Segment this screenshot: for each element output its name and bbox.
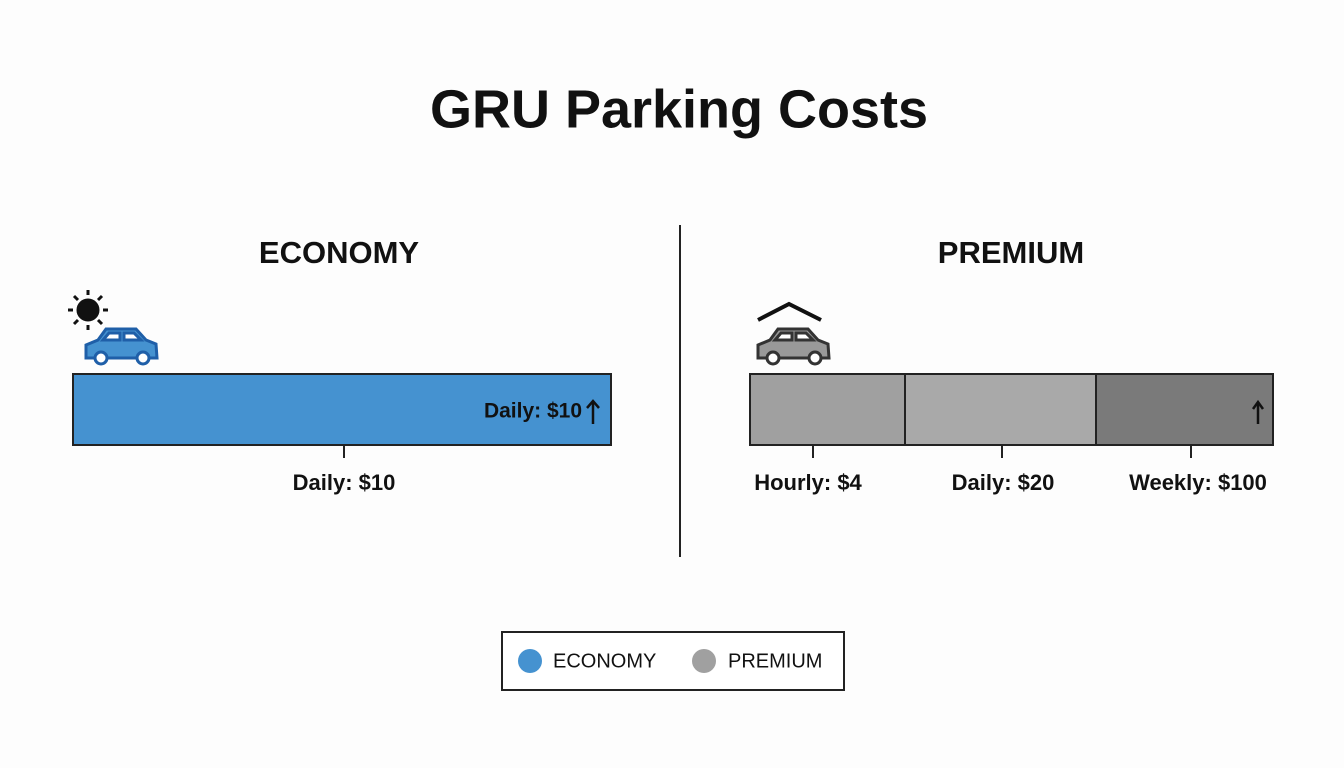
car-icon bbox=[756, 327, 831, 366]
arrow-icon bbox=[586, 399, 600, 424]
sun-icon bbox=[68, 290, 108, 330]
tick-label: Hourly: $4 bbox=[754, 470, 862, 495]
premium-segment bbox=[1096, 374, 1273, 445]
tick-label: Daily: $10 bbox=[293, 470, 396, 495]
tick-label: Daily: $20 bbox=[952, 470, 1055, 495]
economy-heading: ECONOMY bbox=[259, 235, 420, 270]
roof-icon bbox=[757, 301, 822, 322]
premium-heading: PREMIUM bbox=[938, 235, 1084, 270]
economy-bar-label: Daily: $10 bbox=[484, 400, 582, 423]
tick-label: Weekly: $100 bbox=[1129, 470, 1267, 495]
economy-bar bbox=[72, 373, 612, 446]
legend-swatch bbox=[692, 649, 716, 673]
premium-bar bbox=[749, 373, 1274, 446]
premium-segment bbox=[905, 374, 1096, 445]
legend-label: PREMIUM bbox=[728, 650, 822, 672]
legend-swatch bbox=[518, 649, 542, 673]
legend-box bbox=[501, 631, 845, 691]
legend-label: ECONOMY bbox=[553, 650, 656, 672]
title: GRU Parking Costs bbox=[430, 79, 928, 139]
premium-segment bbox=[750, 374, 905, 445]
car-icon bbox=[84, 327, 159, 366]
arrow-icon bbox=[1251, 399, 1265, 424]
